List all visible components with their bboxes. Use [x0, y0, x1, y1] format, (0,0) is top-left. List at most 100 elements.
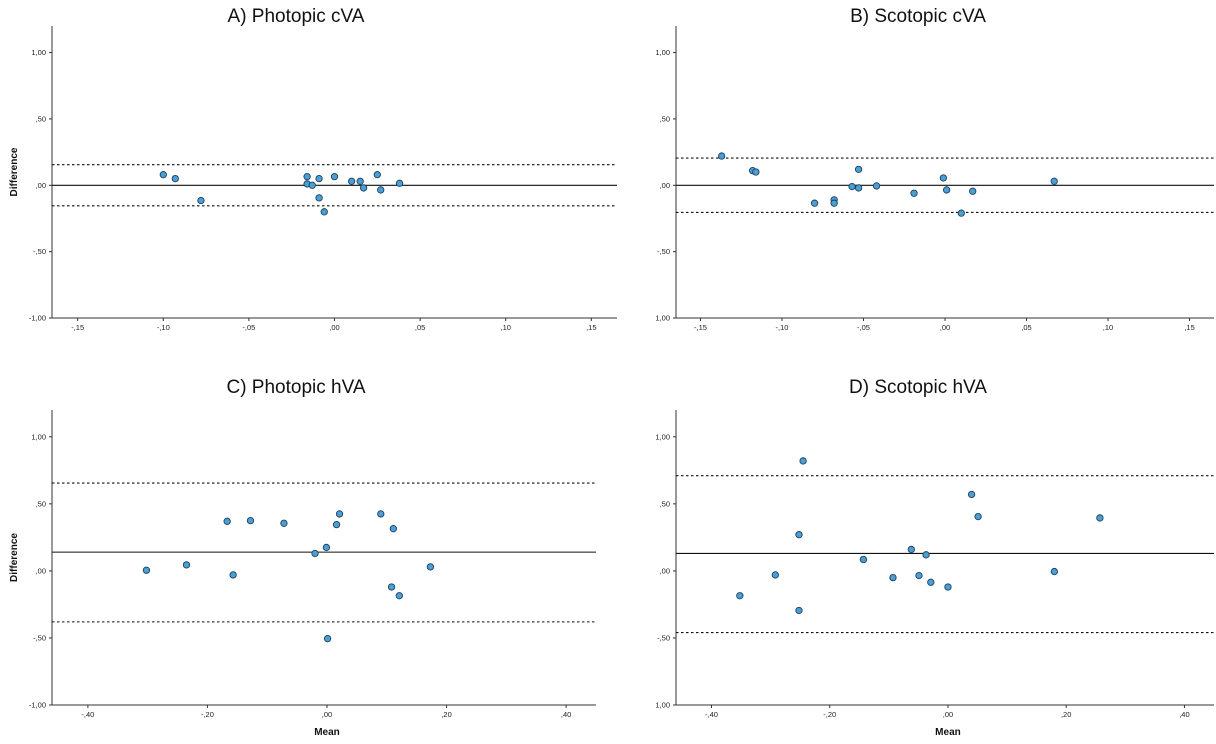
data-point	[320, 208, 328, 216]
y-tick-label: 1,00	[31, 432, 46, 441]
y-tick-label: 1,00	[655, 314, 670, 323]
x-tick-label: -,05	[242, 323, 255, 332]
y-tick-label: ,50	[660, 499, 670, 508]
chart-panel-3: C) Photopic hVA -1,00 -,50 ,00 ,50 1,00 -,40 -,…	[9, 377, 596, 738]
data-point	[356, 177, 364, 185]
x-axis-label: Mean	[314, 727, 340, 738]
x-axis-label: Mean	[935, 727, 961, 738]
data-point	[969, 187, 977, 195]
data-point	[717, 152, 726, 160]
x-tick-label: ,00	[322, 710, 332, 719]
data-point	[854, 184, 863, 192]
y-tick-label: -,50	[33, 633, 46, 642]
data-point	[377, 186, 385, 194]
data-point	[182, 561, 191, 569]
x-tick-label: ,10	[500, 323, 510, 332]
data-point	[330, 172, 339, 181]
data-point	[907, 545, 915, 554]
chart-panel-4: D) Scotopic hVA 1,00 ,50 ,00 -,50 1,00 -,40 -,2…	[655, 377, 1214, 738]
data-point	[159, 171, 167, 179]
data-point	[944, 583, 952, 591]
data-point	[280, 519, 288, 527]
x-tick-label: -,15	[71, 323, 84, 332]
y-tick-label: 1,00	[655, 432, 670, 441]
data-point	[335, 510, 344, 518]
data-point	[939, 174, 948, 182]
x-tick-label: -,40	[705, 710, 718, 719]
x-tick-label: ,20	[1061, 710, 1071, 719]
data-point	[967, 490, 976, 499]
data-point	[915, 571, 923, 580]
x-tick-label: ,15	[1184, 323, 1194, 332]
data-point	[387, 583, 396, 591]
y-tick-label: 1,00	[655, 701, 670, 710]
x-tick-label: ,00	[329, 323, 339, 332]
y-axis-label: Difference	[9, 147, 20, 196]
chart-panel-1: A) Photopic cVA -1,00 -,50 ,00 ,50 1,00 -,15 -,…	[9, 6, 617, 332]
data-point	[323, 634, 332, 643]
x-tick-label: ,20	[441, 710, 451, 719]
y-tick-label: -,50	[657, 633, 670, 642]
data-point	[311, 549, 319, 558]
x-tick-label: -,40	[81, 710, 94, 719]
data-point	[795, 606, 803, 615]
data-point	[315, 194, 323, 202]
data-point	[1096, 514, 1104, 522]
chart-title: A) Photopic cVA	[228, 6, 365, 27]
y-tick-label: ,00	[36, 566, 46, 575]
data-point	[752, 168, 760, 176]
data-point	[377, 510, 385, 518]
data-point	[246, 516, 255, 525]
chart-title: D) Scotopic hVA	[849, 377, 987, 398]
data-point	[315, 174, 323, 183]
data-point	[303, 172, 311, 181]
x-tick-label: -,05	[857, 323, 870, 332]
data-point	[872, 182, 881, 190]
x-tick-label: ,05	[1021, 323, 1031, 332]
data-point	[957, 209, 965, 217]
x-tick-label: -,20	[823, 710, 836, 719]
data-point	[830, 199, 838, 207]
x-tick-label: ,00	[943, 710, 953, 719]
data-point	[854, 165, 863, 173]
data-point	[927, 578, 935, 586]
data-point	[810, 199, 819, 207]
x-tick-label: ,05	[415, 323, 425, 332]
data-point	[1050, 567, 1059, 576]
data-point	[389, 525, 397, 533]
x-tick-label: ,40	[561, 710, 571, 719]
data-point	[308, 181, 316, 189]
y-tick-label: 1,00	[31, 48, 46, 57]
data-point	[974, 512, 982, 521]
x-tick-label: -,15	[694, 323, 707, 332]
data-point	[942, 186, 951, 194]
data-point	[142, 566, 151, 574]
data-point	[922, 551, 930, 559]
x-tick-label: ,40	[1179, 710, 1189, 719]
y-tick-label: 1,00	[655, 48, 670, 57]
data-point	[171, 174, 179, 183]
data-point	[373, 171, 381, 179]
y-tick-label: ,50	[36, 114, 46, 123]
chart-title: C) Photopic hVA	[226, 377, 365, 398]
data-point	[771, 571, 779, 579]
data-point	[395, 592, 403, 600]
data-point	[322, 543, 331, 552]
data-point	[889, 573, 897, 582]
x-tick-label: ,15	[586, 323, 596, 332]
y-axis-label: Difference	[9, 533, 20, 582]
data-point	[736, 592, 744, 600]
y-tick-label: -1,00	[29, 314, 46, 323]
x-tick-label: ,00	[940, 323, 950, 332]
y-tick-label: ,50	[36, 499, 46, 508]
data-point	[223, 517, 231, 525]
data-point	[910, 189, 918, 197]
x-tick-label: ,10	[1103, 323, 1113, 332]
y-tick-label: -,50	[657, 247, 670, 256]
data-point	[229, 571, 237, 579]
data-point	[332, 520, 341, 529]
data-point	[395, 179, 404, 187]
y-tick-label: ,00	[660, 181, 670, 190]
data-point	[359, 184, 368, 192]
